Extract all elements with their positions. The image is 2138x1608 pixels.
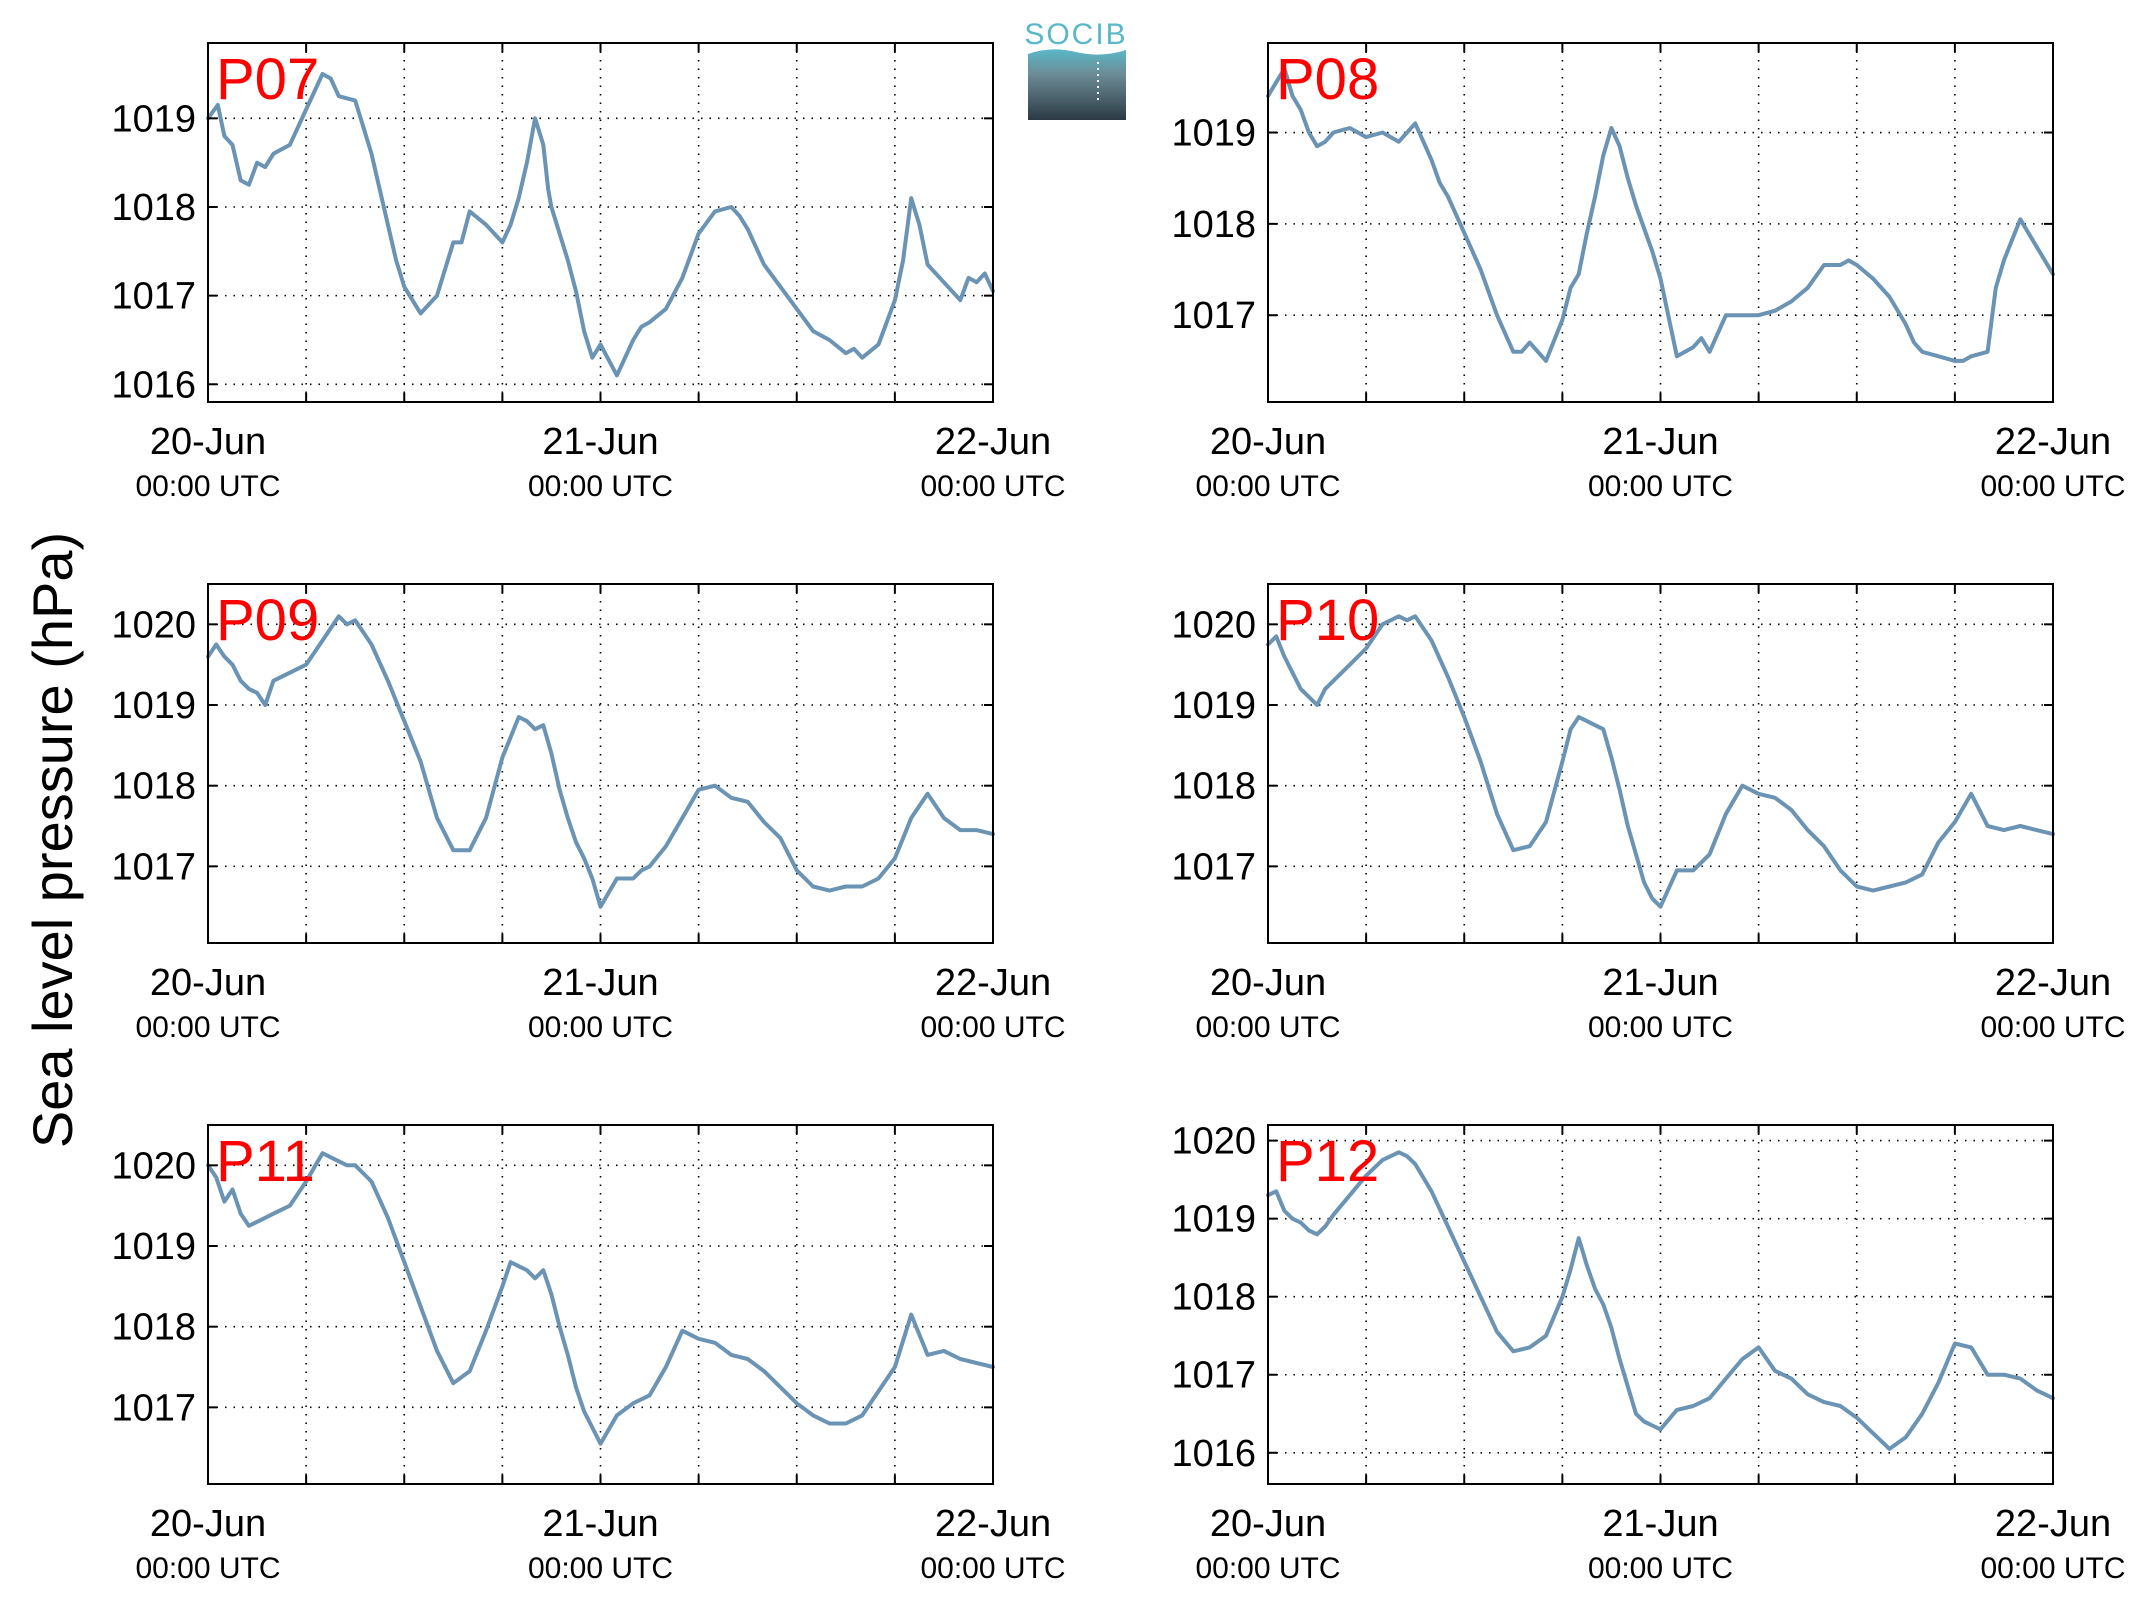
y-tick-label: 1018: [111, 187, 196, 229]
x-tick-time-label: 00:00 UTC: [1195, 470, 1340, 503]
series-line-p12: [1266, 1150, 2055, 1451]
y-tick-label: 1018: [1171, 1277, 1256, 1319]
x-tick-time-label: 00:00 UTC: [135, 470, 280, 503]
series-line-p07: [206, 72, 995, 378]
y-tick-label: 1018: [1171, 766, 1256, 808]
panel-label: P09: [216, 588, 319, 653]
y-tick-label: 1020: [1171, 604, 1256, 646]
x-tick-time-label: 00:00 UTC: [920, 470, 1065, 503]
socib-logo: SOCIB: [1024, 18, 1127, 120]
series-line-p11: [206, 1151, 995, 1446]
panel-p10: 1017 1018 1019 1020 20-Jun 00:00 UTC 21-Jun 00:…: [1171, 583, 2126, 1044]
y-tick-label: 1017: [1171, 1355, 1256, 1397]
panel-label: P08: [1276, 47, 1379, 112]
y-tick-label: 1019: [1171, 1199, 1256, 1241]
y-tick-label: 1016: [111, 364, 196, 406]
x-tick-date-label: 21-Jun: [542, 1503, 658, 1545]
y-tick-label: 1020: [1171, 1121, 1256, 1163]
x-tick-date-label: 20-Jun: [1210, 1503, 1326, 1545]
x-tick-date-label: 21-Jun: [542, 421, 658, 463]
x-tick-date-label: 20-Jun: [1210, 421, 1326, 463]
y-tick-label: 1019: [111, 1226, 196, 1268]
x-tick-date-label: 20-Jun: [150, 1503, 266, 1545]
x-tick-date-label: 22-Jun: [1995, 1503, 2111, 1545]
x-tick-time-label: 00:00 UTC: [528, 1011, 673, 1044]
x-tick-date-label: 21-Jun: [1602, 1503, 1718, 1545]
logo-text: SOCIB: [1024, 18, 1127, 51]
x-tick-date-label: 22-Jun: [935, 1503, 1051, 1545]
panel-p11: 1017 1018 1019 1020 20-Jun 00:00 UTC 21-Jun 00:…: [111, 1124, 1066, 1585]
series-line-p10: [1266, 614, 2055, 909]
x-tick-time-label: 00:00 UTC: [920, 1011, 1065, 1044]
y-tick-label: 1016: [1171, 1433, 1256, 1475]
x-tick-time-label: 00:00 UTC: [1588, 1011, 1733, 1044]
x-tick-time-label: 00:00 UTC: [528, 1552, 673, 1585]
x-tick-date-label: 22-Jun: [935, 962, 1051, 1004]
panel-p09: 1017 1018 1019 1020 20-Jun 00:00 UTC 21-Jun 00:…: [111, 583, 1066, 1044]
panel-label: P10: [1276, 588, 1379, 653]
x-tick-time-label: 00:00 UTC: [1980, 1552, 2125, 1585]
y-tick-label: 1017: [111, 276, 196, 318]
y-tick-label: 1017: [111, 846, 196, 888]
panel-p08: 1017 1018 1019 20-Jun 00:00 UTC 21-Jun 00:00 U…: [1171, 42, 2126, 503]
y-tick-label: 1019: [111, 98, 196, 140]
y-tick-label: 1017: [1171, 846, 1256, 888]
panel-label: P12: [1276, 1129, 1379, 1194]
x-tick-date-label: 20-Jun: [150, 421, 266, 463]
x-tick-date-label: 21-Jun: [1602, 421, 1718, 463]
y-tick-label: 1018: [1171, 204, 1256, 246]
x-tick-time-label: 00:00 UTC: [920, 1552, 1065, 1585]
x-tick-date-label: 22-Jun: [1995, 421, 2111, 463]
x-tick-date-label: 22-Jun: [935, 421, 1051, 463]
x-tick-date-label: 21-Jun: [1602, 962, 1718, 1004]
y-tick-label: 1019: [1171, 685, 1256, 727]
x-tick-date-label: 22-Jun: [1995, 962, 2111, 1004]
x-tick-time-label: 00:00 UTC: [1588, 1552, 1733, 1585]
x-tick-time-label: 00:00 UTC: [1980, 470, 2125, 503]
panel-label: P11: [216, 1129, 315, 1194]
x-tick-time-label: 00:00 UTC: [1195, 1011, 1340, 1044]
logo-wave-icon: [1028, 49, 1126, 120]
y-tick-label: 1018: [111, 766, 196, 808]
series-line-p08: [1266, 66, 2055, 363]
x-tick-time-label: 00:00 UTC: [528, 470, 673, 503]
x-tick-time-label: 00:00 UTC: [135, 1552, 280, 1585]
y-tick-label: 1019: [111, 685, 196, 727]
y-tick-label: 1017: [1171, 295, 1256, 337]
y-tick-label: 1017: [111, 1387, 196, 1429]
panel-label: P07: [216, 47, 319, 112]
y-tick-label: 1019: [1171, 113, 1256, 155]
y-tick-label: 1020: [111, 1145, 196, 1187]
y-axis-label: Sea level pressure (hPa): [21, 532, 84, 1148]
series-line-p09: [206, 614, 995, 909]
y-tick-label: 1018: [111, 1307, 196, 1349]
x-tick-date-label: 20-Jun: [150, 962, 266, 1004]
x-tick-date-label: 21-Jun: [542, 962, 658, 1004]
x-tick-time-label: 00:00 UTC: [1588, 470, 1733, 503]
panel-p07: 1016 1017 1018 1019 20-Jun 00:00 UTC 21-Jun 00:…: [111, 42, 1066, 503]
x-tick-date-label: 20-Jun: [1210, 962, 1326, 1004]
panel-p12: 1016 1017 1018 1019 1020 20-Jun 00:00 UTC 21-Ju…: [1171, 1121, 2125, 1585]
x-tick-time-label: 00:00 UTC: [135, 1011, 280, 1044]
x-tick-time-label: 00:00 UTC: [1195, 1552, 1340, 1585]
x-tick-time-label: 00:00 UTC: [1980, 1011, 2125, 1044]
y-tick-label: 1020: [111, 604, 196, 646]
panels: 1016 1017 1018 1019 20-Jun 00:00 UTC 21-Jun 00:…: [111, 42, 2126, 1585]
